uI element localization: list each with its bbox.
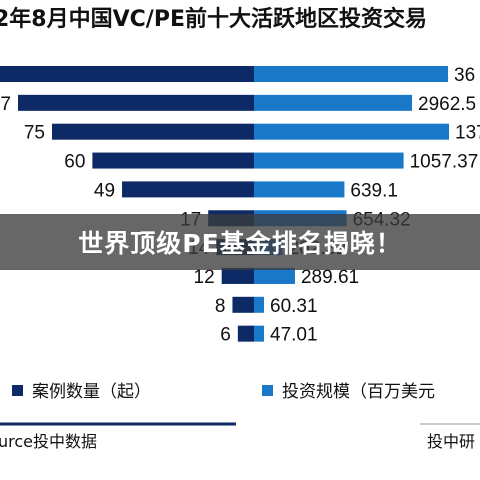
label-amount-4: 639.1 — [350, 180, 398, 201]
label-amount-1: 2962.5 — [418, 94, 476, 115]
legend-swatch-amount — [262, 385, 273, 396]
label-amount-7: 289.61 — [301, 267, 359, 288]
label-amount-9: 47.01 — [270, 325, 318, 346]
label-amount-8: 60.31 — [270, 296, 318, 317]
bar-count-8 — [232, 296, 254, 313]
bar-count-1 — [18, 94, 254, 111]
bar-count-4 — [122, 181, 254, 198]
bar-amount-0 — [254, 66, 448, 82]
bar-amount-3 — [254, 152, 404, 169]
label-amount-0: 36 — [454, 65, 475, 86]
bar-count-9 — [237, 325, 254, 342]
label-count-2: 75 — [24, 123, 45, 144]
bar-amount-2 — [254, 123, 449, 140]
bar-amount-9 — [254, 325, 264, 342]
bar-count-7 — [221, 267, 254, 284]
label-count-7: 12 — [194, 267, 215, 288]
footer-source: urce投中数据 — [0, 432, 97, 451]
bars-layer: 3672962.5751378.31601057.3749639.117654.… — [0, 65, 480, 346]
headline-text: 世界顶级PE基金排名揭晓！ — [78, 229, 402, 258]
bar-amount-7 — [254, 267, 295, 284]
bar-count-3 — [92, 152, 255, 169]
label-amount-3: 1057.37 — [410, 152, 479, 173]
legend: 案例数量（起） 投资规模（百万美元 — [12, 382, 435, 402]
bar-count-2 — [52, 123, 254, 140]
legend-label-count: 案例数量（起） — [32, 382, 151, 402]
label-count-4: 49 — [94, 180, 115, 201]
headline-banner: 世界顶级PE基金排名揭晓！ — [0, 214, 480, 270]
label-count-9: 6 — [220, 325, 231, 346]
bar-count-0 — [0, 66, 254, 82]
legend-swatch-count — [12, 385, 23, 396]
bar-amount-4 — [254, 181, 345, 198]
label-count-8: 8 — [215, 296, 226, 317]
legend-label-amount: 投资规模（百万美元 — [282, 382, 435, 402]
chart-title: 2年8月中国VC/PE前十大活跃地区投资交易 — [0, 6, 427, 32]
footer-publisher: 投中研 — [427, 432, 475, 451]
bar-amount-8 — [254, 296, 264, 313]
label-count-1: 7 — [0, 94, 11, 115]
label-amount-2: 1378.31 — [455, 123, 480, 144]
label-count-3: 60 — [64, 152, 85, 173]
bar-amount-1 — [254, 94, 412, 111]
